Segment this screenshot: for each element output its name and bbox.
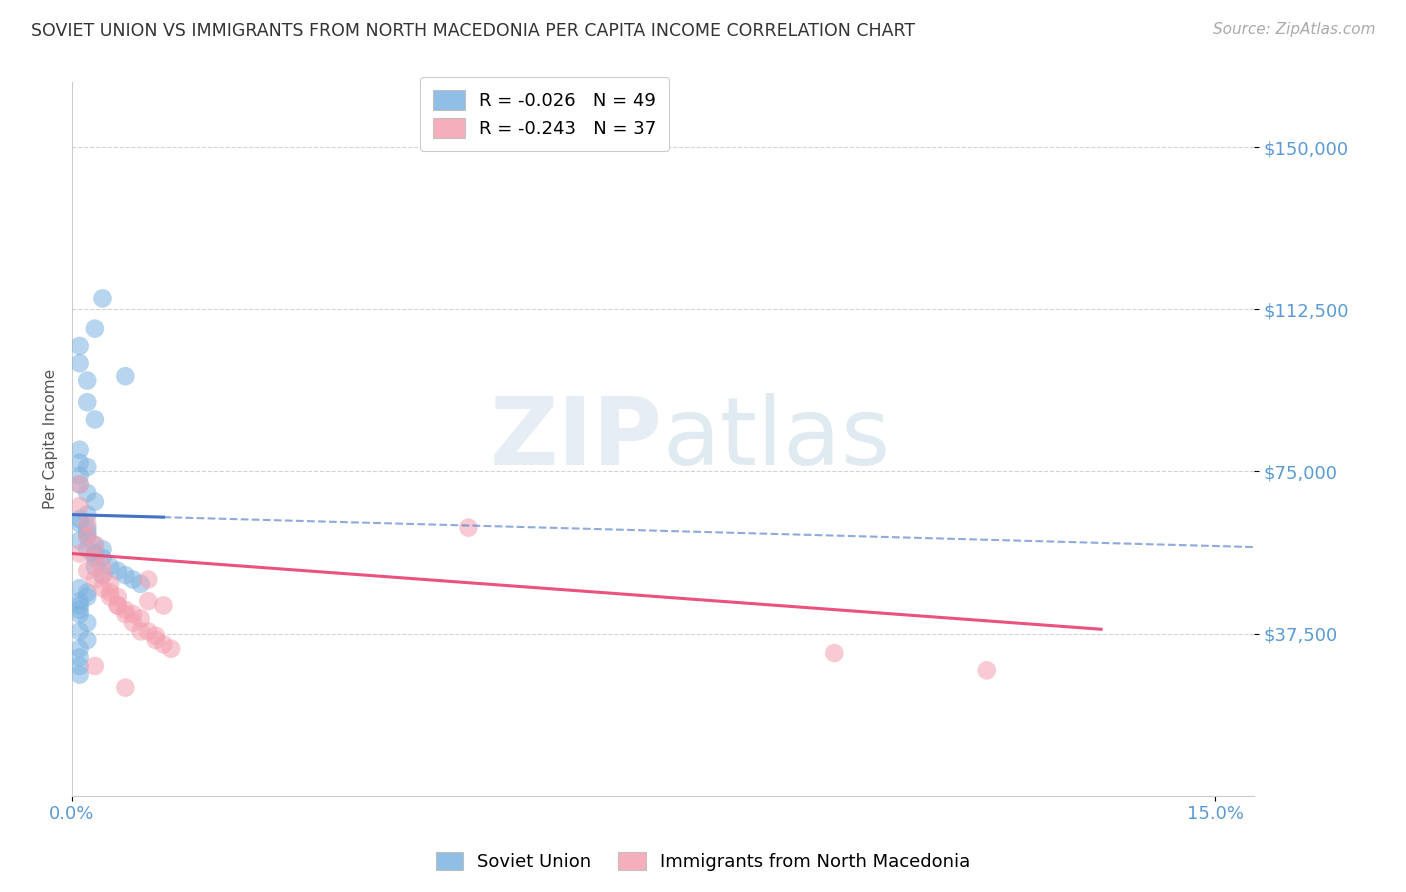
Point	[83, 538, 105, 552]
Point	[69, 547, 91, 561]
Point	[122, 607, 145, 621]
Point	[98, 585, 121, 599]
Point	[107, 590, 129, 604]
Point	[83, 659, 105, 673]
Point	[76, 508, 98, 522]
Text: Source: ZipAtlas.com: Source: ZipAtlas.com	[1212, 22, 1375, 37]
Legend: R = -0.026   N = 49, R = -0.243   N = 37: R = -0.026 N = 49, R = -0.243 N = 37	[420, 77, 669, 151]
Point	[83, 494, 105, 508]
Point	[69, 477, 91, 491]
Point	[69, 499, 91, 513]
Point	[114, 607, 136, 621]
Point	[107, 599, 129, 613]
Point	[76, 395, 98, 409]
Point	[83, 412, 105, 426]
Point	[76, 564, 98, 578]
Point	[122, 573, 145, 587]
Legend: Soviet Union, Immigrants from North Macedonia: Soviet Union, Immigrants from North Mace…	[429, 845, 977, 879]
Point	[114, 568, 136, 582]
Point	[91, 581, 114, 595]
Point	[76, 585, 98, 599]
Point	[76, 590, 98, 604]
Point	[823, 646, 845, 660]
Point	[83, 321, 105, 335]
Point	[152, 599, 174, 613]
Point	[83, 559, 105, 574]
Point	[69, 516, 91, 531]
Point	[69, 607, 91, 621]
Point	[69, 667, 91, 681]
Point	[69, 659, 91, 673]
Point	[76, 486, 98, 500]
Point	[457, 520, 479, 534]
Point	[69, 442, 91, 457]
Point	[91, 568, 114, 582]
Point	[76, 520, 98, 534]
Point	[69, 339, 91, 353]
Point	[136, 594, 159, 608]
Point	[98, 577, 121, 591]
Point	[69, 477, 91, 491]
Point	[145, 629, 167, 643]
Point	[76, 516, 98, 531]
Point	[91, 292, 114, 306]
Point	[69, 603, 91, 617]
Point	[76, 633, 98, 648]
Point	[129, 624, 152, 639]
Point	[83, 550, 105, 565]
Point	[69, 599, 91, 613]
Point	[114, 681, 136, 695]
Point	[91, 550, 114, 565]
Point	[76, 529, 98, 543]
Point	[129, 577, 152, 591]
Point	[83, 547, 105, 561]
Point	[136, 624, 159, 639]
Point	[76, 524, 98, 539]
Point	[160, 641, 183, 656]
Point	[98, 590, 121, 604]
Point	[76, 615, 98, 630]
Point	[69, 512, 91, 526]
Point	[98, 559, 121, 574]
Point	[114, 603, 136, 617]
Point	[107, 564, 129, 578]
Point	[122, 615, 145, 630]
Point	[76, 460, 98, 475]
Point	[83, 538, 105, 552]
Point	[69, 594, 91, 608]
Point	[76, 542, 98, 557]
Y-axis label: Per Capita Income: Per Capita Income	[44, 369, 58, 509]
Point	[76, 529, 98, 543]
Point	[145, 633, 167, 648]
Point	[91, 568, 114, 582]
Point	[83, 573, 105, 587]
Point	[69, 356, 91, 370]
Point	[107, 599, 129, 613]
Text: atlas: atlas	[662, 393, 891, 485]
Point	[69, 581, 91, 595]
Point	[69, 533, 91, 548]
Point	[152, 637, 174, 651]
Point	[76, 374, 98, 388]
Point	[69, 468, 91, 483]
Point	[114, 369, 136, 384]
Text: SOVIET UNION VS IMMIGRANTS FROM NORTH MACEDONIA PER CAPITA INCOME CORRELATION CH: SOVIET UNION VS IMMIGRANTS FROM NORTH MA…	[31, 22, 915, 40]
Point	[83, 550, 105, 565]
Point	[91, 542, 114, 557]
Point	[69, 624, 91, 639]
Point	[69, 641, 91, 656]
Point	[976, 663, 998, 677]
Point	[91, 559, 114, 574]
Point	[69, 650, 91, 665]
Point	[129, 611, 152, 625]
Text: ZIP: ZIP	[489, 393, 662, 485]
Point	[69, 456, 91, 470]
Point	[136, 573, 159, 587]
